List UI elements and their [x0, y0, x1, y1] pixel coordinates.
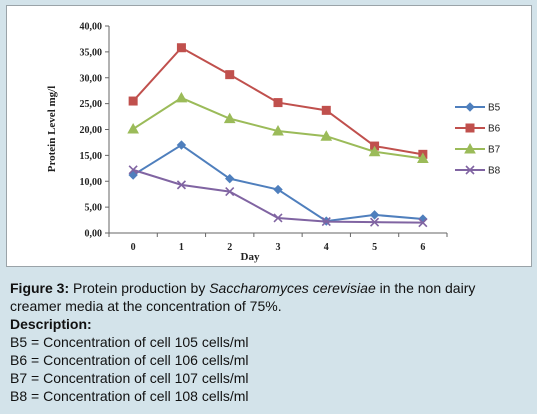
data-point-b8	[225, 187, 235, 197]
caption-text-after: in the non dairy creamer media at the co…	[10, 280, 476, 314]
data-point-b7	[175, 91, 188, 103]
description-line-b6: B6 = Concentration of cell 106 cells/ml	[10, 352, 249, 368]
data-point-b6	[176, 43, 186, 53]
legend-marker-b7	[464, 142, 476, 154]
data-point-b8	[176, 180, 186, 190]
legend-marker-b5	[465, 102, 475, 112]
data-point-b8	[370, 217, 380, 227]
caption-text-before: Protein production by	[69, 280, 210, 296]
x-axis-label: Day	[241, 251, 260, 263]
x-tick-label: 2	[227, 242, 232, 253]
x-tick-label: 5	[372, 242, 377, 253]
line-chart: 0,005,0010,0015,0020,0025,0030,0035,0040…	[46, 22, 501, 264]
y-tick-label: 20,00	[80, 125, 103, 136]
y-tick-label: 10,00	[80, 177, 103, 188]
y-tick-label: 15,00	[80, 151, 103, 162]
data-point-b6	[128, 96, 138, 106]
data-point-b7	[320, 130, 333, 141]
y-tick-label: 25,00	[80, 99, 103, 110]
legend-item-b6: B6	[455, 123, 501, 135]
description-line-b8: B8 = Concentration of cell 108 cells/ml	[10, 388, 249, 404]
y-tick-label: 0,00	[85, 229, 103, 240]
y-tick-label: 5,00	[85, 203, 103, 214]
data-point-b8	[418, 218, 428, 228]
legend-marker-b8	[465, 165, 475, 175]
legend-item-b8: B8	[455, 165, 501, 177]
data-point-b7	[223, 112, 236, 124]
figure-caption: Figure 3: Protein production by Saccharo…	[10, 279, 530, 405]
y-tick-label: 40,00	[80, 22, 103, 33]
data-point-b8	[321, 217, 331, 227]
x-tick-label: 4	[324, 242, 329, 253]
data-point-b7	[127, 122, 139, 134]
data-point-b8	[273, 213, 283, 223]
y-axis-label: Protein Level mg/l	[46, 86, 58, 173]
data-point-b5	[128, 170, 138, 180]
caption-text: Figure 3: Protein production by Saccharo…	[10, 279, 530, 315]
data-point-b7	[368, 145, 381, 157]
data-point-b8	[128, 165, 138, 175]
legend-label-b8: B8	[488, 166, 501, 177]
x-tick-label: 0	[131, 242, 136, 253]
data-point-b7	[272, 125, 284, 136]
data-point-b6	[225, 70, 235, 80]
legend-label-b6: B6	[488, 124, 501, 135]
data-point-b5	[176, 140, 187, 150]
description-line-b5: B5 = Concentration of cell 105 cells/ml	[10, 334, 249, 350]
x-tick-label: 3	[276, 242, 281, 253]
data-point-b7	[417, 152, 429, 163]
data-point-b6	[273, 98, 283, 108]
data-point-b6	[321, 105, 331, 115]
y-tick-label: 30,00	[80, 73, 103, 84]
figure-label: Figure 3:	[10, 280, 70, 296]
legend-label-b5: B5	[488, 103, 501, 114]
species-name: Saccharomyces cerevisiae	[209, 280, 376, 296]
description-line-b7: B7 = Concentration of cell 107 cells/ml	[10, 370, 249, 386]
legend-marker-b6	[465, 123, 475, 133]
legend-item-b5: B5	[455, 102, 501, 114]
y-tick-label: 35,00	[80, 47, 103, 58]
x-tick-label: 1	[179, 242, 184, 253]
data-point-b5	[273, 184, 283, 195]
data-point-b5	[225, 173, 235, 184]
legend-label-b7: B7	[488, 145, 501, 156]
x-tick-label: 6	[420, 242, 425, 253]
chart-container: 0,00 5,00 10,00 15,00 20,00 25,00 30,00 35,00 40…	[6, 5, 532, 267]
legend-item-b7: B7	[455, 142, 501, 156]
description-title: Description:	[10, 316, 92, 332]
data-point-b5	[369, 210, 380, 220]
